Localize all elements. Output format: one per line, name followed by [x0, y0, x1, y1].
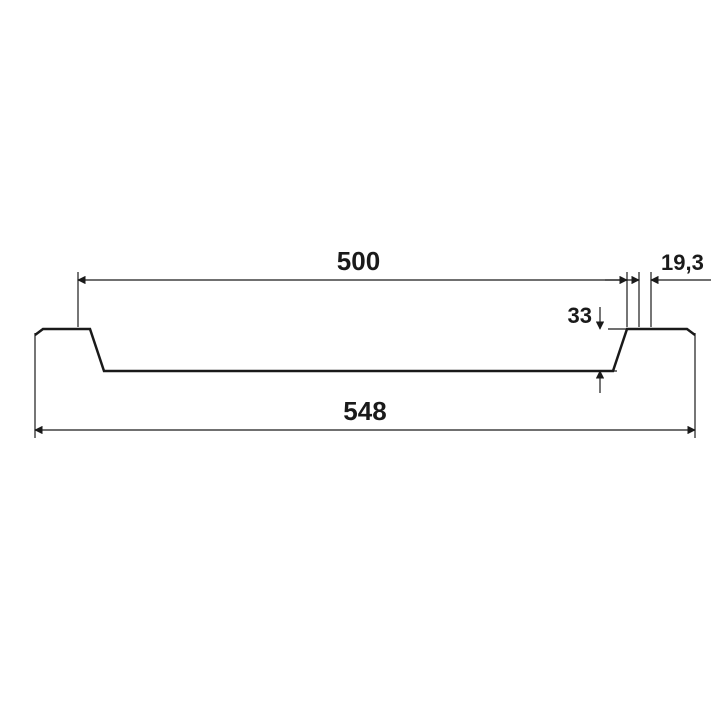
- dim-bottom-span: 548: [35, 333, 695, 438]
- dim-193-label: 19,3: [661, 250, 704, 275]
- profile-section: [35, 329, 695, 371]
- dim-top-width: 19,3: [605, 250, 711, 327]
- drawing-svg: 500 19,3 33 548: [0, 0, 725, 725]
- technical-drawing: 500 19,3 33 548: [0, 0, 725, 725]
- dim-500-label: 500: [337, 246, 380, 276]
- dim-top-span: 500: [78, 246, 639, 327]
- dim-548-label: 548: [343, 396, 386, 426]
- dim-33-label: 33: [568, 303, 592, 328]
